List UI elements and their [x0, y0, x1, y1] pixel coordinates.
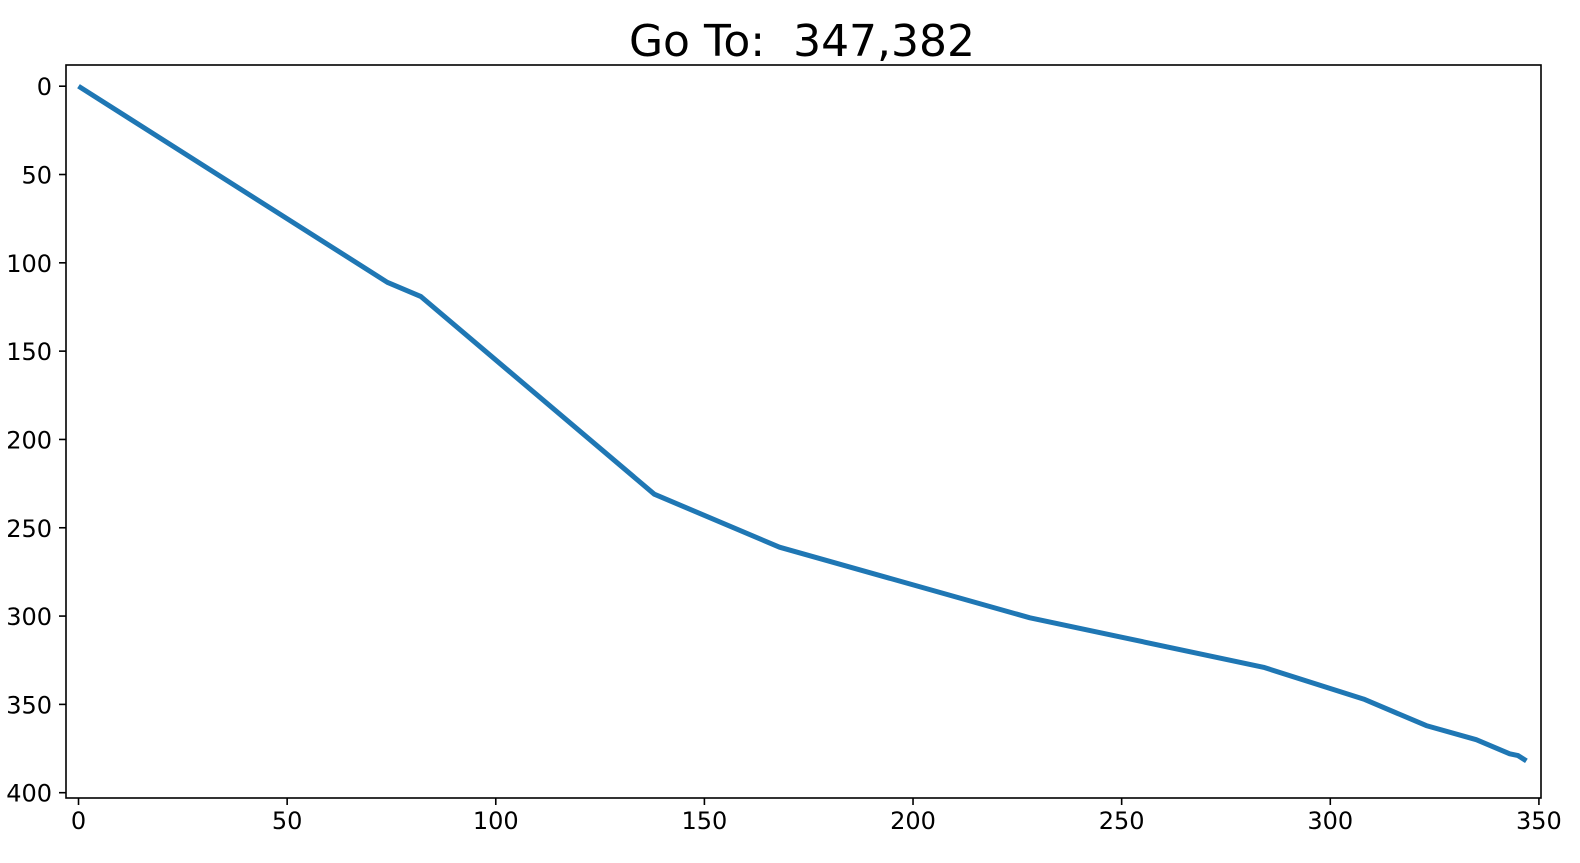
x-tick-label: 300: [1307, 807, 1353, 835]
y-tick-label: 300: [6, 603, 52, 631]
x-tick-label: 200: [890, 807, 936, 835]
x-tick-label: 0: [71, 807, 86, 835]
x-tick-label: 150: [681, 807, 727, 835]
axis-ticks: 0 50 100 150 200 250 300 350 0 50 100 150 200 250 300 3…: [6, 73, 1562, 835]
y-tick-label: 250: [6, 515, 52, 543]
x-tick-label: 50: [272, 807, 303, 835]
x-tick-label: 100: [473, 807, 519, 835]
y-tick-label: 0: [37, 73, 52, 101]
y-tick-label: 400: [6, 780, 52, 808]
y-tick-label: 200: [6, 426, 52, 454]
x-tick-label: 250: [1099, 807, 1145, 835]
y-tick-label: 100: [6, 250, 52, 278]
series-line: [77, 84, 1528, 764]
y-tick-label: 50: [21, 162, 52, 190]
x-tick-label: 350: [1516, 807, 1562, 835]
series-layer: [77, 84, 1528, 764]
chart-title: Go To: 347,382: [629, 16, 975, 67]
y-tick-label: 350: [6, 691, 52, 719]
y-tick-label: 150: [6, 338, 52, 366]
plot-frame: [65, 64, 1542, 799]
